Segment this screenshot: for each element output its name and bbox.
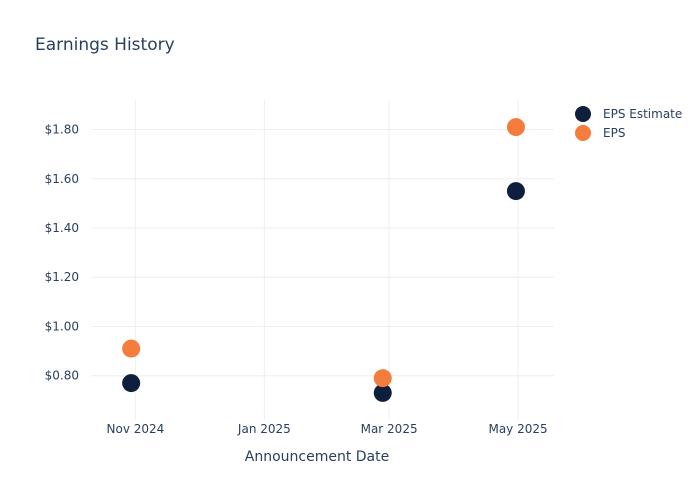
y-axis-ticks: $0.80 $1.00 $1.20 $1.40 $1.60 $1.80 <box>45 123 79 383</box>
y-tick-label: $1.60 <box>45 172 79 186</box>
y-tick-label: $1.40 <box>45 221 79 235</box>
x-axis-title: Announcement Date <box>245 449 389 465</box>
legend-label[interactable]: EPS <box>603 126 625 140</box>
legend-marker[interactable] <box>575 125 591 141</box>
eps-point[interactable] <box>373 369 392 388</box>
grid-layer <box>91 100 554 420</box>
legend[interactable]: EPS Estimate EPS <box>575 106 682 141</box>
eps-point[interactable] <box>122 339 141 358</box>
x-tick-label: Mar 2025 <box>361 422 418 436</box>
y-tick-label: $1.80 <box>45 123 79 137</box>
eps-estimate-point[interactable] <box>373 383 392 402</box>
chart-title: Earnings History <box>35 35 175 55</box>
x-tick-label: Jan 2025 <box>237 422 291 436</box>
eps-point[interactable] <box>506 118 525 137</box>
x-tick-label: Nov 2024 <box>107 422 165 436</box>
y-tick-label: $1.00 <box>45 319 79 333</box>
x-tick-label: May 2025 <box>488 422 547 436</box>
legend-marker[interactable] <box>575 106 591 122</box>
y-tick-label: $1.20 <box>45 270 79 284</box>
x-axis-ticks: Nov 2024 Jan 2025 Mar 2025 May 2025 <box>107 422 548 436</box>
y-tick-label: $0.80 <box>45 369 79 383</box>
legend-label[interactable]: EPS Estimate <box>603 107 682 121</box>
eps-estimate-point[interactable] <box>506 182 525 201</box>
data-points <box>122 118 525 402</box>
eps-estimate-point[interactable] <box>122 374 141 393</box>
